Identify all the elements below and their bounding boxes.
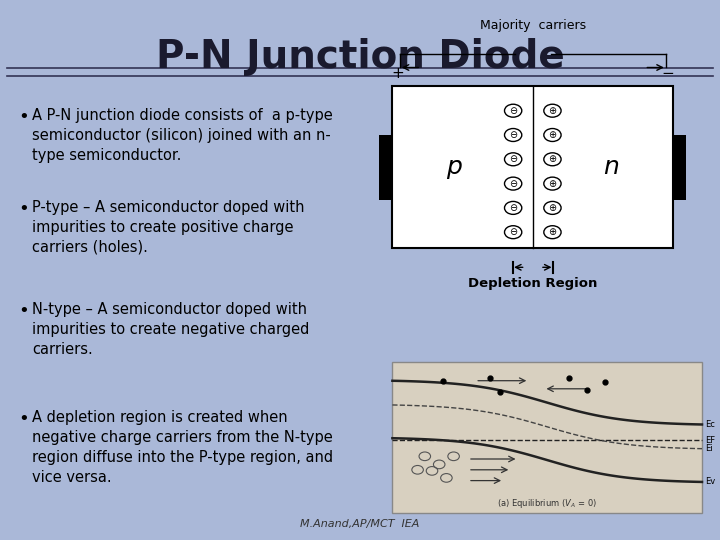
Text: Ec: Ec <box>706 420 716 429</box>
Text: ⊕: ⊕ <box>549 106 557 116</box>
FancyBboxPatch shape <box>673 135 686 200</box>
Text: ⊖: ⊖ <box>509 227 517 237</box>
Circle shape <box>505 129 522 141</box>
Text: ⊕: ⊕ <box>549 227 557 237</box>
FancyBboxPatch shape <box>392 362 702 513</box>
Text: ⊕: ⊕ <box>549 154 557 164</box>
Text: ⊕: ⊕ <box>549 130 557 140</box>
Text: Majority  carriers: Majority carriers <box>480 19 586 32</box>
Text: ⊖: ⊖ <box>509 203 517 213</box>
Text: A depletion region is created when
negative charge carriers from the N-type
regi: A depletion region is created when negat… <box>32 410 333 485</box>
Circle shape <box>544 153 561 166</box>
Circle shape <box>505 177 522 190</box>
Text: +: + <box>392 66 405 81</box>
Text: A P-N junction diode consists of  a p-type
semiconductor (silicon) joined with a: A P-N junction diode consists of a p-typ… <box>32 108 333 163</box>
Text: Depletion Region: Depletion Region <box>468 277 598 290</box>
Text: p: p <box>446 156 462 179</box>
Text: ⊖: ⊖ <box>509 179 517 188</box>
Text: •: • <box>18 410 29 428</box>
Circle shape <box>505 104 522 117</box>
Text: Ev: Ev <box>706 477 716 487</box>
Text: N-type – A semiconductor doped with
impurities to create negative charged
carrie: N-type – A semiconductor doped with impu… <box>32 302 310 357</box>
Text: ⊖: ⊖ <box>509 106 517 116</box>
Text: Ei: Ei <box>706 444 714 453</box>
Text: ⊖: ⊖ <box>509 154 517 164</box>
Circle shape <box>505 226 522 239</box>
Text: •: • <box>18 108 29 126</box>
Text: (a) Equilibrium ($V_A$ = 0): (a) Equilibrium ($V_A$ = 0) <box>498 497 597 510</box>
Circle shape <box>544 104 561 117</box>
Circle shape <box>505 153 522 166</box>
FancyBboxPatch shape <box>392 86 673 248</box>
FancyBboxPatch shape <box>379 135 392 200</box>
Circle shape <box>544 177 561 190</box>
Text: •: • <box>18 302 29 320</box>
Text: ⊕: ⊕ <box>549 179 557 188</box>
Text: ⊕: ⊕ <box>549 203 557 213</box>
Text: ⊖: ⊖ <box>509 130 517 140</box>
Text: M.Anand,AP/MCT  IEA: M.Anand,AP/MCT IEA <box>300 519 420 529</box>
Text: EF: EF <box>706 436 716 445</box>
Text: •: • <box>18 200 29 218</box>
Text: −: − <box>661 66 674 81</box>
Circle shape <box>505 201 522 214</box>
Circle shape <box>544 201 561 214</box>
Text: n: n <box>603 156 619 179</box>
Text: P-N Junction Diode: P-N Junction Diode <box>156 38 564 76</box>
Circle shape <box>544 129 561 141</box>
Text: P-type – A semiconductor doped with
impurities to create positive charge
carrier: P-type – A semiconductor doped with impu… <box>32 200 305 254</box>
Circle shape <box>544 226 561 239</box>
